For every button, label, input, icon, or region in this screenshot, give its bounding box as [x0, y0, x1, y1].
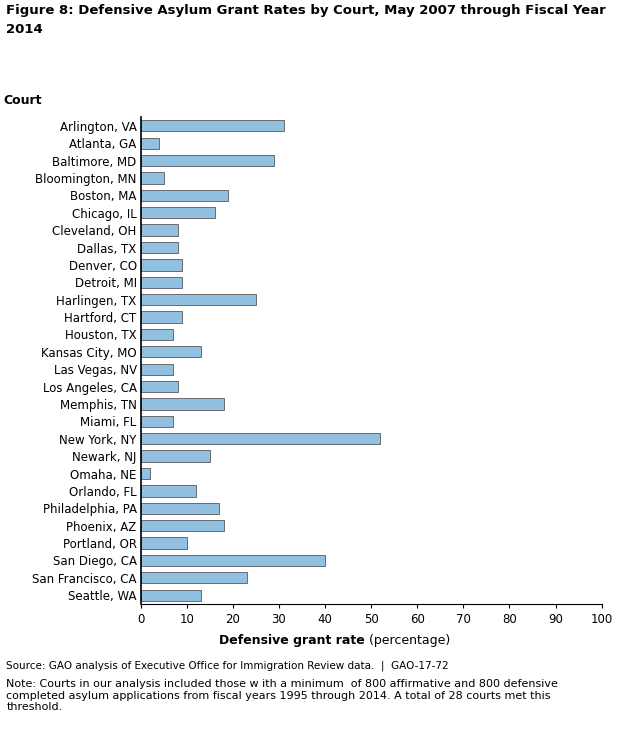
- Text: Note: Courts in our analysis included those w ith a minimum  of 800 affirmative : Note: Courts in our analysis included th…: [6, 679, 558, 712]
- Bar: [141, 381, 178, 392]
- Bar: [141, 520, 224, 531]
- Bar: [141, 364, 173, 375]
- Bar: [141, 398, 224, 410]
- Bar: [141, 329, 173, 340]
- Bar: [141, 120, 284, 132]
- Bar: [141, 589, 201, 601]
- Bar: [141, 433, 380, 444]
- Bar: [141, 346, 201, 357]
- Bar: [141, 468, 150, 479]
- Bar: [141, 555, 325, 566]
- Text: 2014: 2014: [6, 23, 43, 37]
- Bar: [141, 450, 210, 462]
- Bar: [141, 172, 164, 184]
- Bar: [141, 311, 182, 323]
- Bar: [141, 537, 187, 549]
- Bar: [141, 294, 256, 305]
- Bar: [141, 572, 247, 583]
- Bar: [141, 190, 228, 201]
- Bar: [141, 416, 173, 427]
- Bar: [141, 485, 196, 496]
- Bar: [141, 138, 159, 149]
- Text: Court: Court: [3, 94, 42, 107]
- Bar: [141, 155, 275, 166]
- Bar: [141, 503, 219, 514]
- Text: Source: GAO analysis of Executive Office for Immigration Review data.  |  GAO-17: Source: GAO analysis of Executive Office…: [6, 660, 449, 671]
- Bar: [141, 277, 182, 288]
- Bar: [141, 242, 178, 253]
- Bar: [141, 207, 214, 218]
- Bar: [141, 259, 182, 271]
- Text: Defensive grant rate: Defensive grant rate: [219, 634, 365, 647]
- Bar: [141, 225, 178, 236]
- Text: (percentage): (percentage): [365, 634, 450, 647]
- Text: Figure 8: Defensive Asylum Grant Rates by Court, May 2007 through Fiscal Year: Figure 8: Defensive Asylum Grant Rates b…: [6, 4, 606, 17]
